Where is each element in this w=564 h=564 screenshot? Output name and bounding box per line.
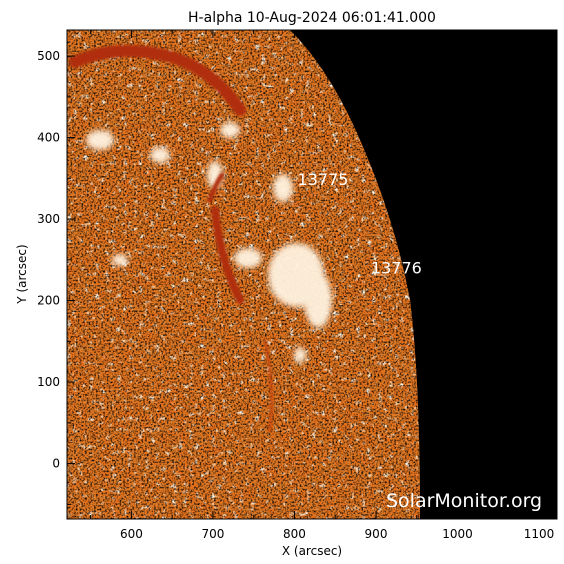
x-tick-label: 600 bbox=[120, 527, 143, 541]
image-area: 13775 13776 SolarMonitor.org bbox=[67, 30, 557, 519]
y-axis-label: Y (arcsec) bbox=[15, 244, 29, 304]
x-axis-label: X (arcsec) bbox=[282, 544, 342, 558]
filament bbox=[69, 44, 274, 432]
axis-ticks bbox=[67, 30, 557, 519]
x-tick-label: 1100 bbox=[524, 527, 555, 541]
active-region-label: 13775 bbox=[298, 170, 349, 189]
plot-frame bbox=[66, 29, 558, 520]
watermark-text: SolarMonitor.org bbox=[386, 490, 542, 512]
plage-region bbox=[86, 122, 332, 363]
y-tick-label: 100 bbox=[37, 375, 60, 389]
active-region-labels: 13775 13776 bbox=[298, 170, 422, 278]
y-tick-label: 400 bbox=[37, 131, 60, 145]
active-region-label: 13776 bbox=[371, 259, 422, 278]
x-tick-label: 900 bbox=[365, 527, 388, 541]
plot-title: H-alpha 10-Aug-2024 06:01:41.000 bbox=[188, 10, 436, 26]
x-axis: 600 700 800 900 1000 1100 bbox=[120, 527, 554, 541]
x-tick-label: 700 bbox=[201, 527, 224, 541]
y-tick-label: 500 bbox=[37, 49, 60, 63]
y-tick-label: 300 bbox=[37, 212, 60, 226]
y-tick-label: 200 bbox=[37, 294, 60, 308]
x-tick-label: 800 bbox=[283, 527, 306, 541]
x-tick-label: 1000 bbox=[442, 527, 473, 541]
y-axis: 0 100 200 300 400 500 bbox=[37, 49, 60, 471]
y-tick-label: 0 bbox=[52, 457, 60, 471]
